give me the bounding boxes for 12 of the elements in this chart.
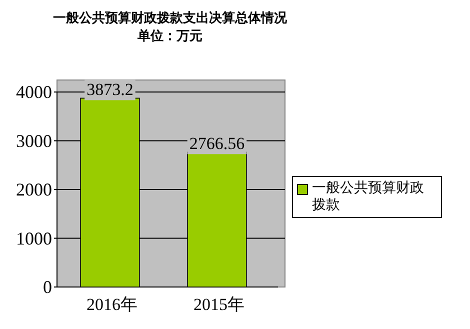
data-label: 2766.56 [189, 134, 245, 154]
y-tick-label: 3000 [16, 130, 52, 151]
y-tick-label: 0 [43, 277, 52, 297]
y-tick-label: 2000 [16, 180, 52, 200]
y-tick-label: 1000 [16, 228, 52, 248]
y-tick-label: 4000 [16, 82, 52, 102]
data-label: 3873.2 [86, 80, 134, 100]
legend-label: 一般公共预算财政拨款 [312, 180, 425, 214]
chart-subtitle: 单位：万元 [136, 28, 204, 46]
x-tick-label: 2016年 [86, 295, 138, 314]
x-tick-label: 2015年 [193, 295, 244, 314]
chart-title: 一般公共预算财政拨款支出决算总体情况 [52, 10, 288, 28]
